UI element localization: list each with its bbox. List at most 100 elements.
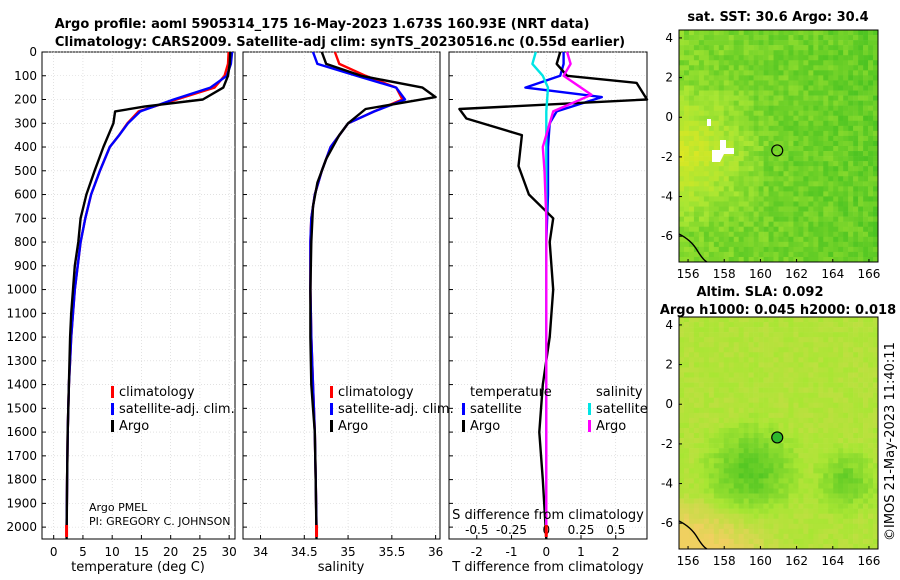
map-cell	[833, 236, 839, 243]
map-cell	[818, 337, 824, 343]
map-cell	[773, 463, 779, 469]
map-cell	[753, 443, 759, 449]
map-cell	[743, 60, 749, 66]
map-cell	[753, 100, 759, 106]
map-cell	[778, 146, 784, 152]
profile-end-marker	[65, 525, 69, 537]
map-cell	[723, 40, 730, 46]
map-cell	[743, 412, 749, 419]
map-cell	[813, 533, 819, 540]
map-cell	[708, 427, 715, 434]
map-cell	[723, 422, 730, 429]
map-cell	[818, 135, 824, 142]
map-cell	[818, 35, 824, 41]
map-cell	[863, 246, 869, 253]
map-cell	[708, 513, 715, 520]
map-cell	[688, 433, 695, 439]
map-cell	[758, 105, 764, 111]
map-cell	[723, 427, 730, 434]
map-cell	[833, 45, 839, 51]
map-cell	[733, 448, 739, 454]
map-cell	[848, 176, 854, 182]
map-cell	[763, 181, 769, 187]
map-cell	[783, 508, 789, 514]
map-cell	[679, 201, 685, 207]
map-cell	[853, 156, 859, 162]
map-cell	[768, 377, 774, 383]
map-cell	[733, 246, 739, 253]
map-cell	[738, 458, 744, 464]
map-cell	[858, 80, 864, 86]
map-cell	[808, 317, 814, 323]
map-cell	[758, 317, 764, 323]
map-cell	[748, 367, 754, 373]
map-cell	[713, 181, 720, 187]
map-cell	[793, 201, 799, 207]
map-cell	[823, 362, 829, 368]
map-cell	[768, 483, 774, 489]
map-cell	[863, 362, 869, 368]
map-cell	[713, 372, 720, 378]
map-cell	[713, 427, 720, 434]
map-cell	[743, 433, 749, 439]
map-cell	[718, 50, 725, 56]
map-cell	[783, 226, 789, 233]
map-cell	[843, 458, 849, 464]
map-cell	[833, 468, 839, 474]
map-cell	[688, 226, 695, 233]
map-cell	[683, 35, 690, 41]
map-cell	[748, 206, 754, 212]
map-cell	[798, 508, 804, 514]
map-cell	[728, 422, 735, 429]
map-cell	[688, 523, 695, 530]
map-cell	[718, 372, 725, 378]
map-cell	[688, 407, 695, 414]
map-cell	[733, 65, 739, 71]
map-cell	[793, 387, 799, 393]
map-cell	[783, 110, 789, 117]
map-cell	[858, 372, 864, 378]
map-cell	[679, 528, 685, 535]
map-cell	[858, 357, 864, 363]
map-cell	[748, 236, 754, 243]
map-cell	[788, 387, 794, 393]
map-cell	[708, 387, 715, 393]
map-cell	[808, 80, 814, 86]
map-cell	[798, 377, 804, 383]
map-cell	[743, 407, 749, 414]
map-cell	[693, 372, 700, 378]
map-cell	[843, 241, 849, 248]
map-cell	[748, 90, 754, 96]
map-cell	[833, 65, 839, 71]
legend-swatch-satellite	[111, 403, 114, 415]
map-cell	[733, 433, 739, 439]
map-cell	[708, 90, 715, 96]
map-cell	[813, 60, 819, 66]
map-cell	[868, 438, 874, 444]
map-cell	[758, 392, 764, 398]
map-cell	[788, 196, 794, 202]
map-cell	[708, 468, 715, 474]
map-cell	[813, 90, 819, 96]
map-cell	[803, 518, 809, 525]
map-cell	[798, 161, 804, 167]
map-cell	[698, 508, 705, 514]
map-cell	[833, 382, 839, 388]
map-cell	[848, 473, 854, 479]
map-cell	[728, 95, 735, 101]
map-cell	[708, 523, 715, 530]
map-cell	[833, 372, 839, 378]
map-cell	[788, 181, 794, 187]
map-cell	[798, 55, 804, 61]
map-cell	[688, 327, 695, 333]
map-cell	[868, 448, 874, 454]
map-cell	[783, 342, 789, 348]
map-cell	[718, 528, 725, 535]
map-cell	[683, 412, 690, 419]
map-cell	[703, 513, 710, 520]
map-cell	[823, 75, 829, 81]
map-cell	[858, 473, 864, 479]
map-cell	[713, 246, 720, 253]
map-cell	[703, 186, 710, 192]
map-cell	[693, 422, 700, 429]
